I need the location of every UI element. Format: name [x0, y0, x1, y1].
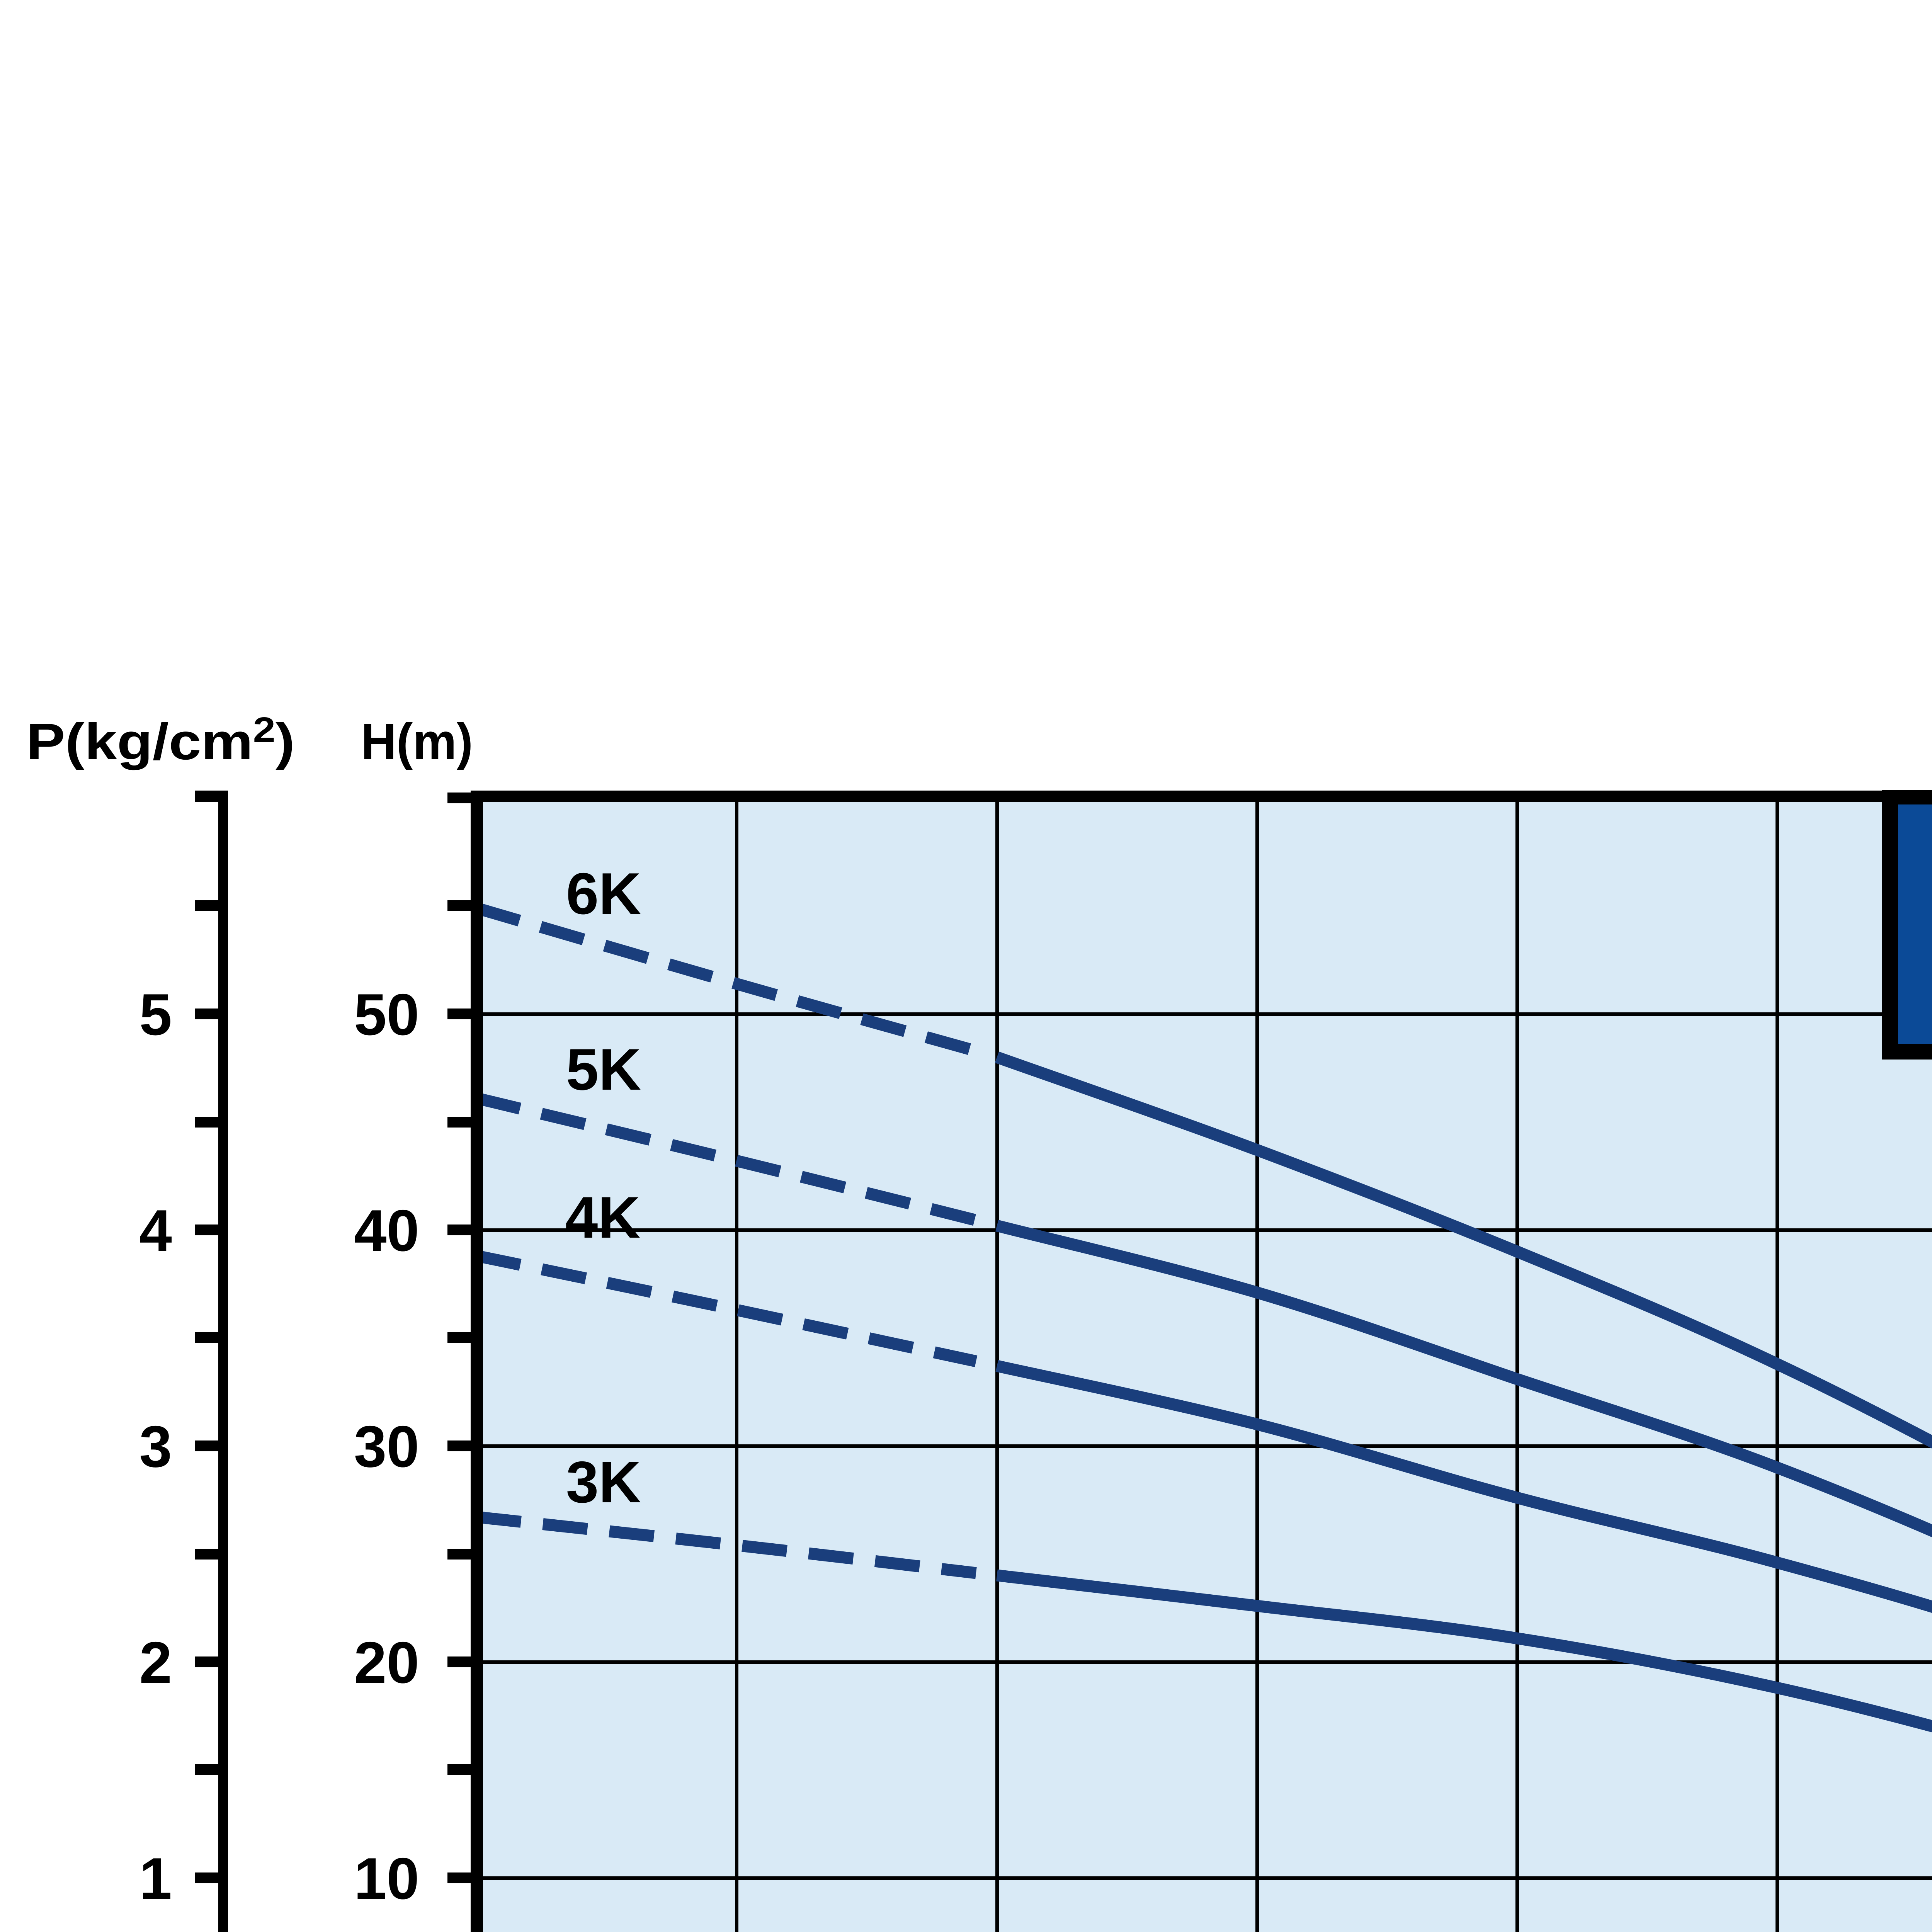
svg-text:2: 2	[139, 1630, 172, 1696]
svg-text:40: 40	[354, 1198, 419, 1264]
svg-text:10: 10	[354, 1846, 419, 1912]
svg-text:P(kg/cm2): P(kg/cm 2)	[26, 710, 295, 770]
svg-text:20: 20	[354, 1630, 419, 1696]
svg-text:4: 4	[139, 1198, 172, 1264]
svg-text:1: 1	[139, 1846, 172, 1912]
svg-text:5K: 5K	[566, 1037, 641, 1102]
svg-text:30: 30	[354, 1414, 419, 1480]
svg-text:50: 50	[354, 982, 419, 1048]
svg-text:6K: 6K	[566, 861, 641, 927]
svg-text:4K: 4K	[565, 1185, 640, 1250]
svg-text:3K: 3K	[566, 1449, 641, 1515]
svg-text:H(m): H(m)	[361, 713, 473, 770]
svg-text:3: 3	[139, 1414, 172, 1480]
svg-text:5: 5	[139, 982, 172, 1048]
